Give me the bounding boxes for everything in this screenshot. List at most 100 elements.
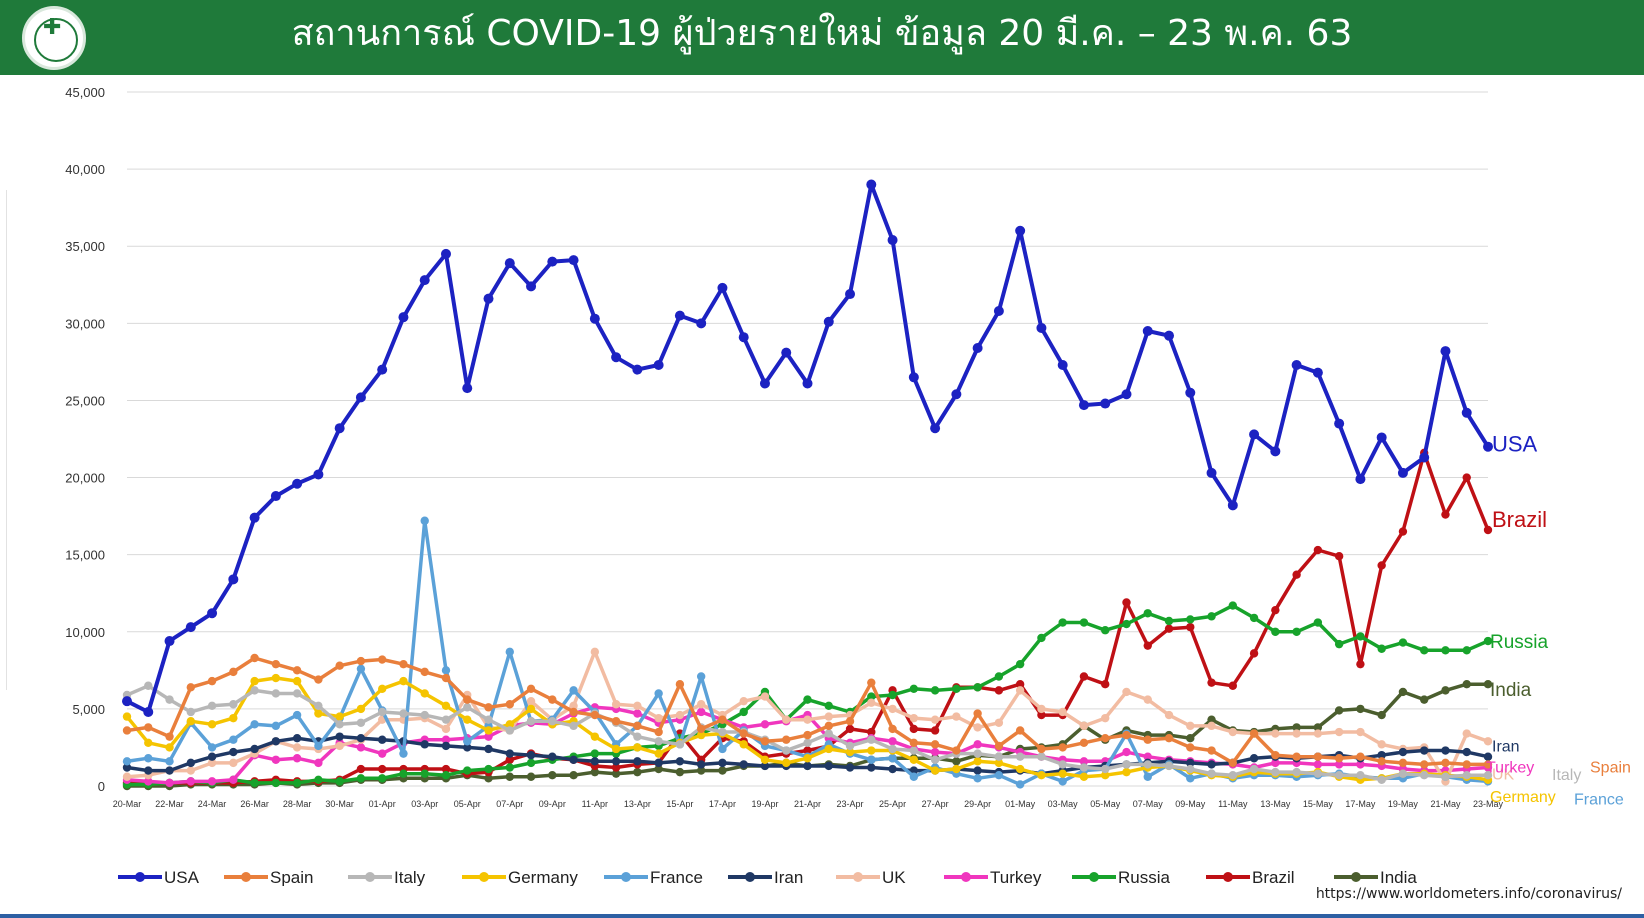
data-point: [654, 713, 663, 723]
data-point: [1101, 771, 1110, 780]
data-point: [1015, 686, 1025, 695]
data-point: [229, 700, 238, 709]
data-point: [1186, 758, 1195, 768]
data-point: [994, 672, 1004, 681]
data-point: [186, 777, 195, 786]
data-point: [463, 703, 472, 712]
data-point: [1462, 747, 1471, 757]
data-point: [314, 741, 323, 751]
data-point: [1101, 733, 1110, 743]
data-point: [1015, 780, 1025, 789]
legend-swatch-marker: [365, 872, 375, 882]
data-point: [292, 754, 302, 763]
data-point: [1483, 636, 1493, 646]
data-point: [122, 772, 132, 781]
data-point: [824, 729, 833, 738]
data-point: [1015, 752, 1025, 761]
data-point: [1186, 721, 1195, 731]
data-point: [1143, 609, 1152, 618]
data-point: [845, 724, 855, 734]
data-point: [526, 750, 536, 760]
series-lines: [122, 179, 1493, 791]
data-point: [1271, 729, 1280, 738]
data-point: [1377, 775, 1386, 785]
x-tick-label: 09-May: [1175, 799, 1206, 809]
series-end-label: Brazil: [1492, 507, 1547, 532]
data-point: [930, 766, 940, 775]
x-tick-label: 01-Apr: [369, 799, 396, 809]
data-point: [122, 712, 132, 721]
data-point: [165, 732, 174, 741]
x-tick-label: 20-Mar: [113, 799, 142, 809]
x-tick-label: 21-Apr: [794, 799, 821, 809]
data-point: [845, 717, 855, 726]
ministry-seal-icon: ✚: [22, 6, 86, 70]
data-point: [760, 692, 770, 701]
data-point: [377, 764, 387, 774]
data-point: [930, 755, 940, 764]
data-point: [1291, 359, 1302, 370]
data-point: [1356, 632, 1365, 641]
data-point: [1313, 769, 1323, 778]
data-point: [377, 655, 387, 664]
data-point: [1164, 624, 1174, 633]
data-point: [484, 764, 493, 774]
source-link[interactable]: https://www.worldometers.info/coronaviru…: [1315, 886, 1622, 902]
data-point: [1377, 740, 1386, 749]
data-point: [185, 622, 196, 633]
data-point: [824, 701, 833, 711]
data-point: [909, 713, 919, 723]
data-point: [1143, 735, 1152, 744]
data-point: [1207, 769, 1216, 778]
data-point: [1420, 760, 1429, 769]
data-point: [271, 755, 281, 764]
data-point: [292, 689, 302, 698]
data-point: [1483, 441, 1493, 452]
data-point: [1376, 432, 1387, 443]
data-point: [292, 733, 302, 743]
data-point: [675, 767, 685, 777]
x-tick-label: 05-May: [1090, 799, 1121, 809]
data-point: [782, 735, 791, 744]
y-tick-label: 20,000: [65, 471, 105, 486]
data-point: [908, 372, 919, 383]
data-point: [1356, 659, 1365, 669]
data-point: [505, 772, 514, 781]
data-point: [1356, 760, 1365, 769]
data-point: [590, 749, 600, 758]
gridlines: [127, 91, 1488, 787]
data-point: [1101, 764, 1110, 774]
data-point: [909, 738, 919, 748]
data-point: [803, 730, 812, 740]
data-point: [824, 721, 833, 731]
data-point: [271, 778, 281, 788]
data-point: [696, 700, 706, 709]
x-tick-label: 13-May: [1260, 799, 1291, 809]
data-point: [718, 766, 727, 775]
data-point: [292, 478, 303, 489]
legend-label: Turkey: [990, 868, 1042, 886]
data-point: [355, 392, 366, 403]
data-point: [803, 738, 812, 748]
legend-swatch-marker: [621, 872, 631, 882]
legend-swatch-marker: [961, 872, 971, 882]
data-point: [1101, 626, 1110, 635]
data-point: [505, 763, 514, 772]
data-point: [1228, 681, 1238, 690]
legend-label: Germany: [508, 868, 578, 886]
data-point: [696, 672, 706, 681]
data-point: [1079, 772, 1089, 781]
data-point: [930, 686, 940, 695]
data-point: [207, 701, 217, 711]
x-tick-label: 23-May: [1473, 799, 1504, 809]
x-tick-label: 15-Apr: [666, 799, 693, 809]
data-point: [1037, 771, 1046, 780]
data-point: [165, 695, 174, 704]
data-point: [229, 775, 238, 785]
data-point: [654, 689, 663, 698]
data-point: [1313, 729, 1323, 738]
data-point: [760, 737, 770, 746]
data-point: [1356, 704, 1365, 714]
series-end-label: Russia: [1490, 632, 1549, 653]
data-point: [994, 771, 1004, 780]
